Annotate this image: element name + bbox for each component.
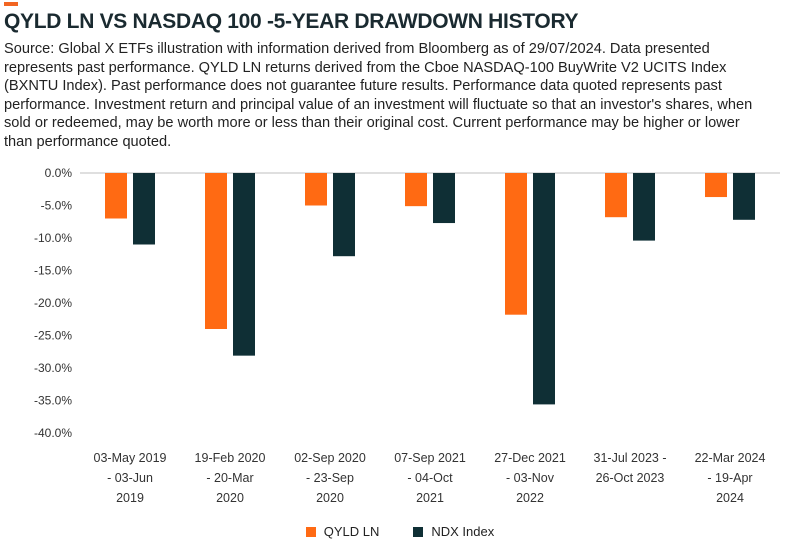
x-tick-label: 2020	[216, 491, 244, 505]
y-tick-label: 0.0%	[45, 166, 73, 180]
x-tick-label: 2024	[716, 491, 744, 505]
legend-item-ndx: NDX Index	[413, 524, 494, 539]
bar-qyld	[605, 173, 627, 218]
bar-ndx	[733, 173, 755, 220]
x-tick-label: 27-Dec 2021	[494, 451, 566, 465]
bar-qyld	[405, 173, 427, 207]
legend-item-qyld: QYLD LN	[305, 524, 380, 539]
legend-swatch-ndx	[413, 526, 424, 537]
bar-ndx	[233, 173, 255, 356]
legend-label-ndx: NDX Index	[431, 524, 495, 539]
bar-qyld	[505, 173, 527, 315]
x-tick-label: 07-Sep 2021	[394, 451, 466, 465]
chart-title: QYLD LN VS NASDAQ 100 -5-YEAR DRAWDOWN H…	[4, 10, 579, 33]
x-tick-label: 2019	[116, 491, 144, 505]
x-tick-label: 2022	[516, 491, 544, 505]
x-tick-label: 03-May 2019	[94, 451, 167, 465]
x-tick-label: 19-Feb 2020	[195, 451, 266, 465]
bar-qyld	[305, 173, 327, 206]
title-accent-bar	[4, 2, 18, 6]
y-tick-label: -5.0%	[41, 199, 73, 213]
bar-qyld	[705, 173, 727, 198]
bar-chart: 0.0% -5.0% -10.0% -15.0% -20.0% -25.0% -30.0% -…	[34, 166, 780, 505]
bar-ndx	[533, 173, 555, 405]
x-tick-label: 2020	[316, 491, 344, 505]
bar-ndx	[333, 173, 355, 257]
x-tick-label: - 20-Mar	[206, 471, 253, 485]
x-tick-label: 2021	[416, 491, 444, 505]
chart-legend: QYLD LN NDX Index	[0, 524, 800, 539]
x-tick-label: - 19-Apr	[707, 471, 752, 485]
bar-qyld	[105, 173, 127, 219]
bar-ndx	[133, 173, 155, 245]
bar-qyld	[205, 173, 227, 329]
y-tick-label: -25.0%	[34, 329, 72, 343]
legend-label-qyld: QYLD LN	[323, 524, 380, 539]
x-tick-label: 02-Sep 2020	[294, 451, 366, 465]
x-tick-label: - 04-Oct	[407, 471, 453, 485]
y-tick-label: -20.0%	[34, 296, 72, 310]
x-tick-label: 26-Oct 2023	[596, 471, 665, 485]
legend-swatch-qyld	[305, 526, 316, 537]
bar-ndx	[633, 173, 655, 241]
x-tick-label: - 03-Jun	[107, 471, 153, 485]
x-tick-label: - 03-Nov	[506, 471, 555, 485]
y-tick-label: -40.0%	[34, 426, 72, 440]
bar-ndx	[433, 173, 455, 224]
y-tick-label: -30.0%	[34, 361, 72, 375]
x-tick-label: - 23-Sep	[306, 471, 354, 485]
x-tick-label: 31-Jul 2023 -	[594, 451, 667, 465]
x-tick-label: 22-Mar 2024	[695, 451, 766, 465]
y-tick-label: -10.0%	[34, 231, 72, 245]
y-tick-label: -15.0%	[34, 264, 72, 278]
y-tick-label: -35.0%	[34, 394, 72, 408]
source-note: Source: Global X ETFs illustration with …	[4, 41, 753, 150]
